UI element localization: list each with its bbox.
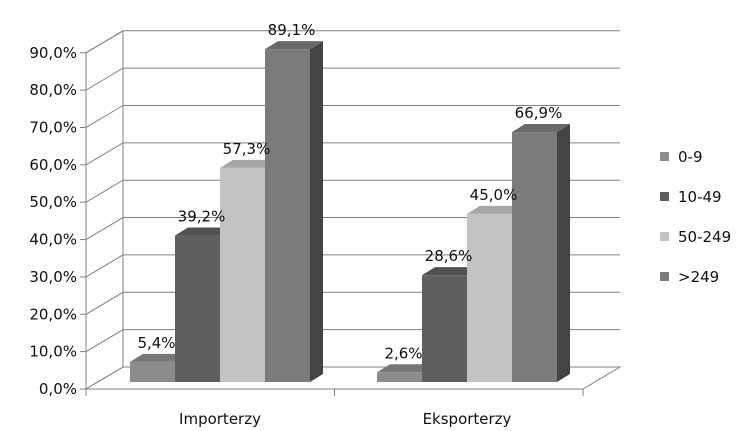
legend-swatch — [660, 272, 669, 281]
bar-top — [377, 364, 435, 373]
legend-item: >249 — [660, 268, 719, 286]
bar-side — [557, 124, 570, 383]
bar-front — [130, 361, 175, 382]
y-tick-label: 50,0% — [29, 193, 77, 211]
side-wall — [85, 29, 124, 390]
legend-swatch — [660, 152, 669, 161]
bar — [175, 227, 233, 382]
y-tick-label: 40,0% — [29, 231, 77, 249]
y-tick-label: 0,0% — [39, 380, 77, 398]
data-label: 66,9% — [515, 104, 563, 122]
gridline — [85, 254, 620, 278]
data-label: 28,6% — [425, 247, 473, 265]
gridline — [85, 67, 620, 91]
legend-label: 0-9 — [678, 148, 703, 166]
legend: 0-9 10-49 50-249 >249 — [660, 148, 731, 286]
bar-front — [422, 275, 467, 382]
bar-front — [377, 372, 422, 382]
gridline — [85, 217, 620, 240]
bar-top — [265, 41, 323, 50]
data-labels: 5,4% 39,2% 57,3% 89,1% 2,6% 28,6% 45,0% 66,9% — [137, 21, 562, 362]
y-tick-label: 60,0% — [29, 156, 77, 174]
y-tick-label: 30,0% — [29, 268, 77, 286]
legend-label: 10-49 — [678, 188, 722, 206]
bar-front — [512, 132, 557, 382]
y-axis: 0,0% 10,0% 20,0% 30,0% 40,0% 50,0% 60,0% 70,0% 8… — [29, 44, 87, 398]
x-axis: Importerzy Eksporterzy — [85, 388, 584, 428]
gridlines — [85, 30, 620, 353]
bar-front — [220, 167, 265, 382]
x-category-label: Importerzy — [179, 410, 261, 428]
gridline — [85, 104, 620, 128]
data-label: 2,6% — [384, 344, 422, 362]
bars — [130, 41, 570, 383]
gridline — [85, 142, 620, 166]
legend-label: >249 — [678, 268, 719, 286]
y-tick-label: 90,0% — [29, 44, 77, 62]
legend-item: 10-49 — [660, 188, 722, 206]
x-category-label: Eksporterzy — [423, 410, 512, 428]
bar-top — [175, 227, 233, 236]
y-tick-label: 10,0% — [29, 343, 77, 361]
legend-item: 50-249 — [660, 228, 731, 246]
bar-top — [220, 159, 278, 168]
bar-top — [512, 124, 570, 133]
legend-label: 50-249 — [678, 228, 731, 246]
bar — [265, 41, 323, 382]
gridline — [85, 30, 620, 54]
legend-item: 0-9 — [660, 148, 703, 166]
data-label: 57,3% — [223, 140, 271, 158]
bar-front — [175, 235, 220, 382]
bar-front — [265, 49, 310, 382]
data-label: 89,1% — [268, 21, 316, 39]
data-label: 5,4% — [137, 334, 175, 352]
bar — [512, 124, 570, 383]
legend-swatch — [660, 192, 669, 201]
legend-swatch — [660, 232, 669, 241]
y-tick-label: 70,0% — [29, 118, 77, 136]
data-label: 39,2% — [178, 208, 226, 226]
bar-side — [310, 41, 323, 382]
data-label: 45,0% — [470, 186, 518, 204]
y-tick-label: 20,0% — [29, 305, 77, 323]
bar-top — [467, 205, 525, 214]
bar-front — [467, 213, 512, 382]
bar-top — [422, 267, 480, 276]
bar-top — [130, 353, 188, 362]
y-tick-label: 80,0% — [29, 81, 77, 99]
gridline — [85, 179, 620, 203]
